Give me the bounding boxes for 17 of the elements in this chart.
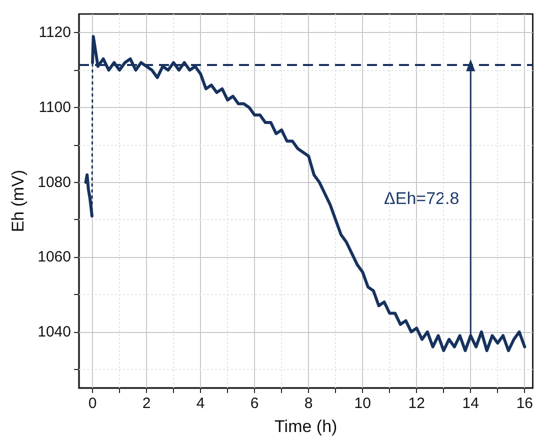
y-tick-label: 1040	[38, 323, 71, 340]
y-tick-label: 1100	[38, 99, 71, 116]
annotation: ΔEh=72.8	[384, 189, 460, 208]
x-tick-label: 16	[516, 395, 533, 412]
x-axis-title: Time (h)	[274, 417, 338, 436]
y-tick-label: 1080	[38, 174, 71, 191]
x-tick-label: 14	[462, 395, 479, 412]
y-axis-title: Eh (mV)	[8, 170, 28, 232]
y-tick-label: 1120	[38, 24, 71, 42]
y-tick-label: 1060	[38, 248, 71, 266]
x-tick-label: 12	[408, 395, 425, 412]
x-tick-label: 6	[250, 395, 259, 412]
x-tick-label: 2	[142, 395, 151, 412]
x-tick-label: 4	[196, 395, 205, 412]
x-tick-label: 10	[354, 395, 371, 412]
x-tick-label: 0	[88, 395, 97, 412]
x-tick-label: 8	[304, 395, 313, 412]
